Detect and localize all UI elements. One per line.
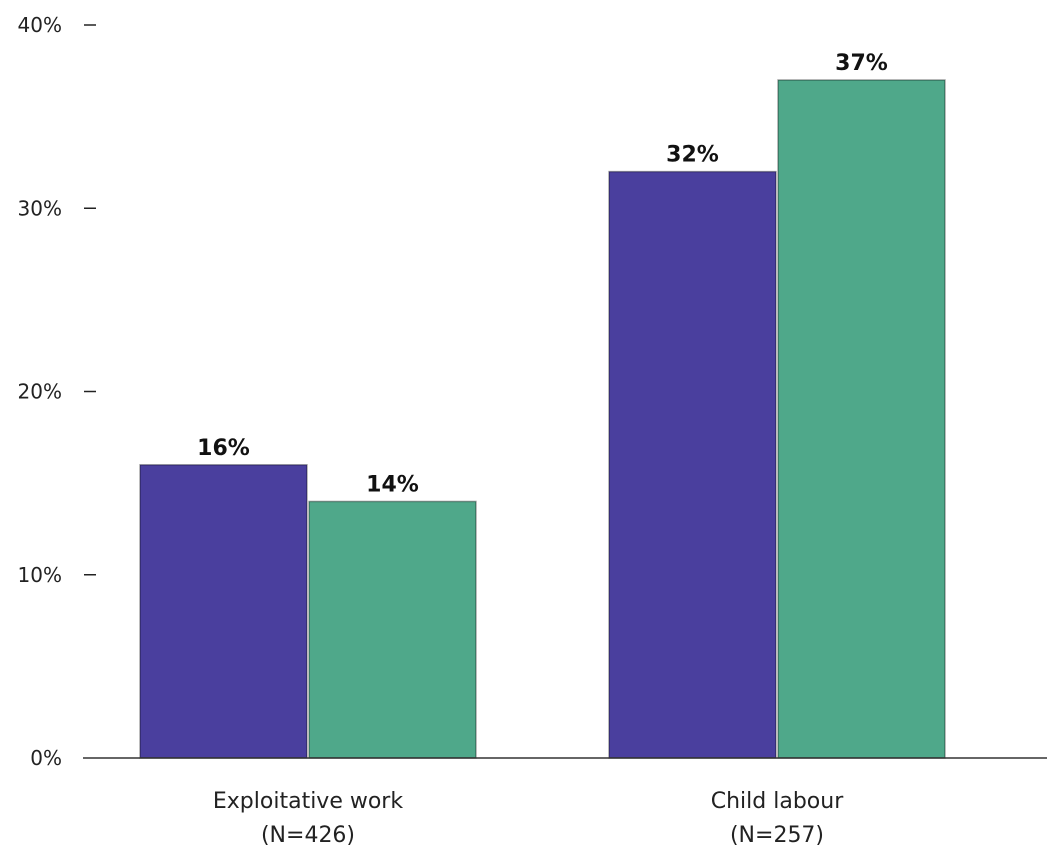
- y-axis: 0% 10% 20% 30% 40%: [18, 13, 96, 770]
- y-tick-label: 10%: [18, 563, 62, 587]
- data-label: 37%: [835, 51, 888, 76]
- bars: [139, 79, 946, 759]
- x-axis: Exploitative work (N=426) Child labour (N=2…: [83, 757, 1047, 848]
- bar-series1-cat1: [139, 464, 308, 759]
- y-tick-label: 0%: [30, 746, 62, 770]
- bar-series2-cat2: [777, 79, 946, 759]
- y-tick-label: 40%: [18, 13, 62, 37]
- data-label: 16%: [197, 436, 250, 461]
- data-labels: 16% 14% 32% 37%: [197, 51, 888, 497]
- data-label: 32%: [666, 143, 719, 168]
- y-tick-label: 20%: [18, 380, 62, 404]
- data-label: 14%: [366, 472, 419, 497]
- x-category-label: (N=426): [261, 823, 355, 848]
- bar-series2-cat1: [308, 500, 477, 759]
- y-tick-label: 30%: [18, 196, 62, 220]
- x-category-label: Exploitative work: [213, 789, 403, 814]
- bar-series1-cat2: [608, 170, 777, 759]
- x-category-label: (N=257): [730, 823, 824, 848]
- x-category-label: Child labour: [711, 789, 844, 814]
